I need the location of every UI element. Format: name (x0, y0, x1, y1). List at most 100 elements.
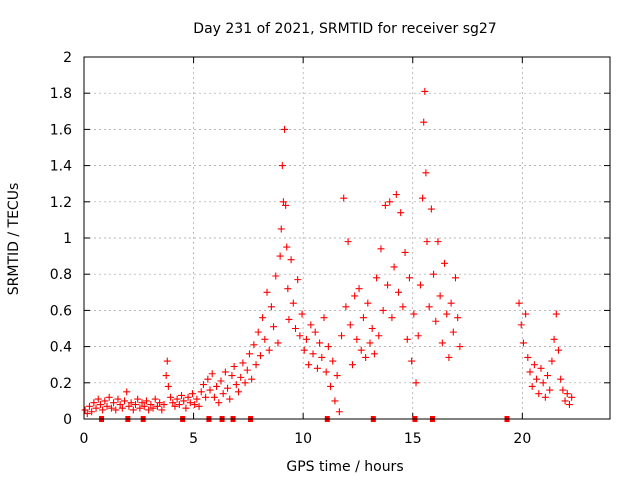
data-point (355, 285, 363, 293)
y-tick-label: 0.2 (50, 376, 72, 392)
data-point (219, 390, 227, 398)
data-point (186, 399, 194, 407)
x-tick-label: 15 (404, 431, 422, 447)
data-point (221, 368, 229, 376)
data-point (535, 390, 543, 398)
data-point (241, 379, 249, 387)
data-point (278, 162, 286, 170)
data-point (252, 361, 260, 369)
data-point (173, 395, 181, 403)
data-point (318, 353, 326, 361)
x-tick-label: 5 (189, 431, 198, 447)
data-point (324, 343, 332, 351)
data-point (370, 350, 378, 358)
data-point (132, 401, 140, 409)
data-point (92, 404, 100, 412)
data-point (90, 399, 98, 407)
data-point (254, 328, 262, 336)
data-point (142, 397, 150, 405)
data-point (445, 353, 453, 361)
data-point (335, 408, 343, 416)
data-point (405, 274, 413, 282)
y-tick-label: 0.4 (50, 340, 72, 356)
data-point (307, 321, 315, 329)
data-point (366, 339, 374, 347)
data-point (256, 352, 264, 360)
data-point (399, 303, 407, 311)
data-point (224, 384, 232, 392)
data-point (357, 346, 365, 354)
data-point (373, 274, 381, 282)
data-point (204, 375, 212, 383)
data-point (272, 272, 280, 280)
data-point (395, 288, 403, 296)
data-point (226, 395, 234, 403)
data-point (524, 353, 532, 361)
data-point (235, 388, 243, 396)
y-tick-label: 1.6 (50, 122, 72, 138)
data-point (289, 299, 297, 307)
data-point (559, 386, 567, 394)
data-point (368, 325, 376, 332)
data-point (544, 372, 552, 380)
data-point (243, 366, 251, 374)
data-point (284, 285, 292, 293)
tick-layer: 00.20.40.60.811.21.41.61.820 5 10 15 20 (50, 50, 610, 447)
data-point (421, 87, 429, 95)
data-point (276, 252, 284, 260)
data-point (443, 310, 451, 318)
data-point (451, 274, 459, 282)
data-point (178, 391, 186, 399)
data-point (309, 350, 317, 358)
data-point (282, 201, 290, 209)
data-point (270, 323, 278, 331)
data-point (313, 364, 321, 372)
data-point (548, 357, 556, 365)
data-point (140, 402, 148, 410)
data-point (359, 314, 367, 322)
data-point (232, 381, 240, 389)
data-point (164, 382, 172, 390)
data-point (441, 259, 449, 267)
data-point (287, 256, 295, 264)
data-point (561, 397, 569, 405)
data-point (550, 335, 558, 343)
data-point (430, 270, 438, 278)
data-point (412, 379, 420, 387)
data-point (425, 303, 433, 311)
data-point (340, 194, 348, 202)
data-point (291, 325, 299, 332)
x-axis-label: GPS time / hours (286, 459, 403, 475)
data-point (160, 401, 168, 409)
data-point (456, 343, 464, 351)
data-point (300, 346, 308, 354)
data-point (565, 401, 573, 409)
data-point (414, 332, 422, 340)
data-point (285, 315, 293, 323)
data-point (522, 310, 530, 318)
data-point (296, 332, 304, 340)
data-point (338, 332, 346, 340)
data-point (333, 372, 341, 380)
data-point (298, 310, 306, 318)
data-point (377, 245, 385, 253)
data-point (99, 406, 107, 414)
x-tick-label: 20 (513, 431, 531, 447)
data-point (375, 332, 383, 340)
data-point (517, 321, 525, 329)
data-point (420, 118, 428, 126)
data-point (557, 375, 565, 383)
data-point (145, 406, 153, 414)
data-point (267, 303, 275, 311)
data-point (515, 299, 523, 307)
data-point (348, 361, 356, 369)
data-point (384, 281, 392, 289)
data-point (342, 303, 350, 311)
data-point (454, 314, 462, 322)
data-point (195, 402, 203, 410)
data-point (410, 310, 418, 318)
data-point (401, 248, 409, 256)
data-point (85, 402, 93, 410)
data-point (259, 314, 267, 322)
